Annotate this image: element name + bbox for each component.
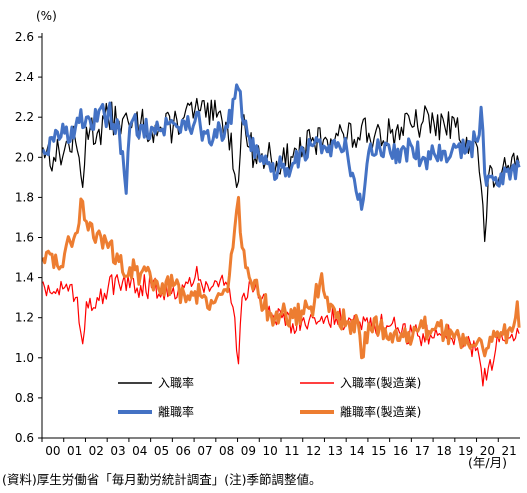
y-tick-label: 0.6 (15, 431, 34, 445)
x-tick-label: 16 (393, 444, 408, 458)
x-tick-label: 05 (154, 444, 169, 458)
y-tick-label: 1.4 (15, 271, 34, 285)
x-tick-label: 14 (349, 444, 364, 458)
x-tick-label: 20 (480, 444, 495, 458)
x-tick-label: 08 (219, 444, 234, 458)
y-tick-label: 1.8 (15, 190, 34, 204)
y-tick-label: 1.6 (15, 231, 34, 245)
source-note: (資料)厚生労働省「毎月勤労統計調査」(注)季節調整値。 (2, 472, 322, 487)
x-tick-label: 15 (371, 444, 386, 458)
x-tick-label: 12 (306, 444, 321, 458)
y-tick-label: 1.2 (15, 311, 34, 325)
y-tick-label: 2.6 (15, 30, 34, 44)
series-line-0 (42, 97, 520, 243)
legend-label: 離職率 (158, 404, 194, 419)
series-line-1 (41, 83, 521, 211)
x-tick-label: 06 (176, 444, 191, 458)
x-unit-label: (年/月) (468, 455, 507, 470)
x-tick-label: 18 (436, 444, 451, 458)
x-tick-label: 09 (241, 444, 256, 458)
x-tick-label: 17 (415, 444, 430, 458)
y-tick-labels: 0.6 0.8 1.0 1.2 1.4 1.6 1.8 2.0 2.2 2.4 2.6 (15, 30, 34, 445)
axes (38, 33, 520, 442)
legend-label: 離職率(製造業) (340, 404, 421, 419)
y-tick-label: 2.4 (15, 70, 34, 84)
x-tick-label: 00 (45, 444, 60, 458)
y-tick-label: 2.2 (15, 110, 34, 124)
y-tick-label: 1.0 (15, 351, 34, 365)
x-tick-label: 02 (89, 444, 104, 458)
x-tick-label: 07 (197, 444, 212, 458)
y-tick-label: 2.0 (15, 150, 34, 164)
x-tick-label: 10 (262, 444, 277, 458)
plot-lines (41, 83, 521, 387)
series-line-3 (41, 195, 521, 360)
x-tick-label: 19 (458, 444, 473, 458)
x-tick-label: 01 (67, 444, 82, 458)
x-tick-label: 21 (501, 444, 516, 458)
x-tick-labels: 00 01 02 03 04 05 06 07 08 09 10 11 12 13 14 15 16 17 18 19… (45, 444, 517, 458)
x-tick-label: 03 (110, 444, 125, 458)
legend: 入職率 入職率(製造業) 離職率 離職率(製造業) (118, 375, 421, 419)
legend-label: 入職率(製造業) (340, 375, 421, 390)
x-tick-label: 11 (284, 444, 299, 458)
y-tick-label: 0.8 (15, 391, 34, 405)
x-tick-label: 04 (132, 444, 147, 458)
x-tick-label: 13 (328, 444, 343, 458)
y-unit-label: (%) (36, 9, 57, 23)
legend-label: 入職率 (158, 375, 194, 390)
